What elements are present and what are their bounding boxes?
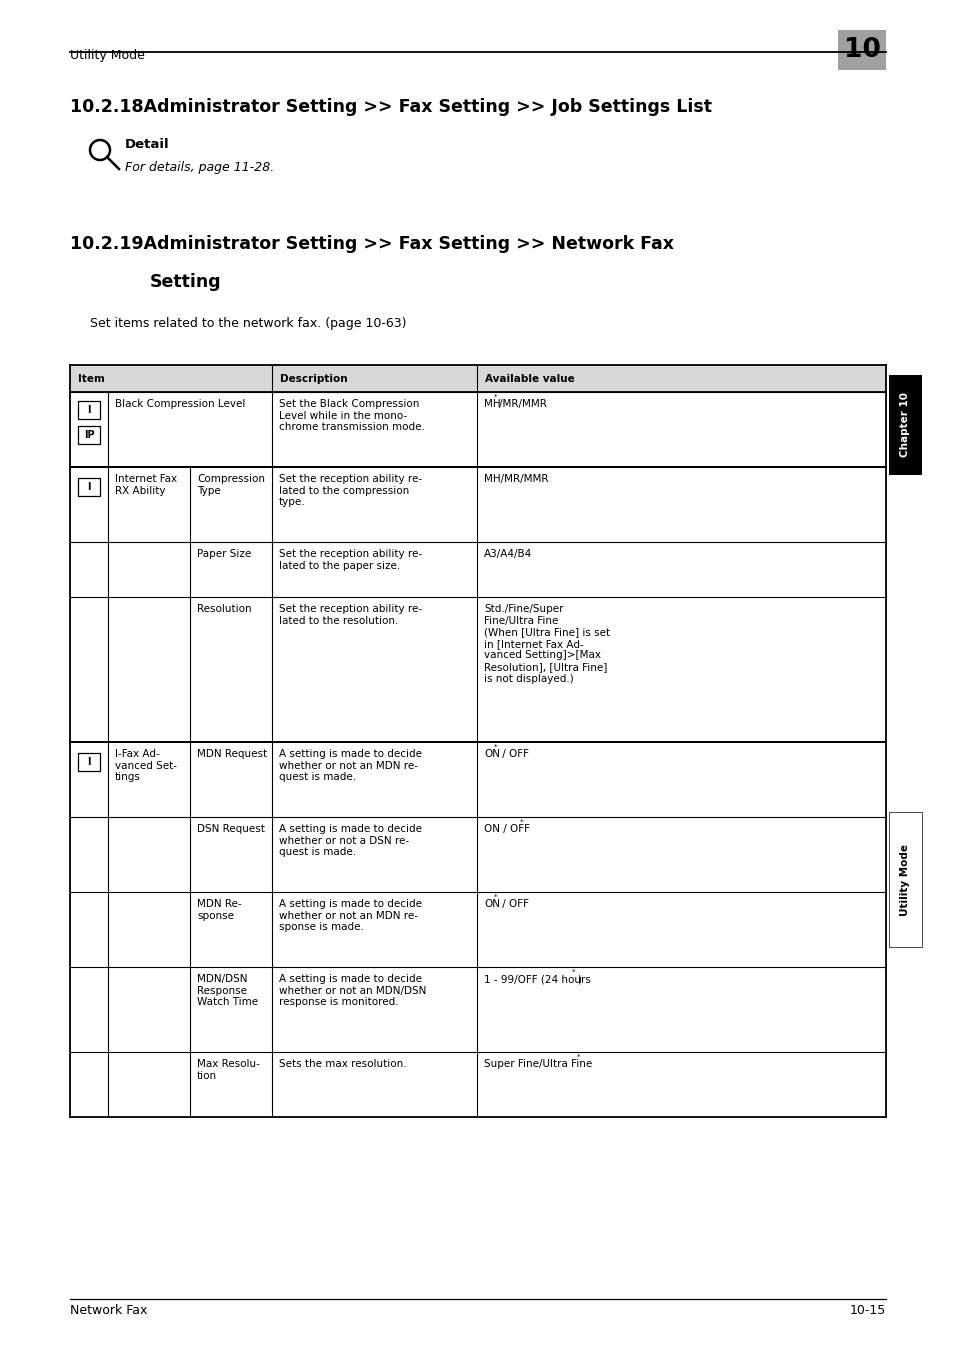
Text: DSN Request: DSN Request: [196, 823, 265, 834]
Text: *: *: [576, 1055, 579, 1060]
Text: *: *: [494, 393, 497, 400]
Text: Std./Fine/Super
Fine/Ultra Fine
(When [Ultra Fine] is set
in [Internet Fax Ad-
v: Std./Fine/Super Fine/Ultra Fine (When [U…: [483, 604, 610, 684]
Text: / OFF: / OFF: [498, 749, 529, 758]
Text: *: *: [572, 969, 575, 975]
Bar: [78, 753, 100, 771]
Text: Item: Item: [78, 373, 105, 384]
Text: Paper Size: Paper Size: [196, 549, 251, 558]
Text: I: I: [87, 406, 91, 415]
Text: I: I: [87, 483, 91, 492]
Text: Black Compression Level: Black Compression Level: [115, 399, 245, 410]
Text: 1 - 99/OFF (24 hours: 1 - 99/OFF (24 hours: [483, 973, 590, 984]
Text: Compression
Type: Compression Type: [196, 475, 265, 496]
Text: Max Resolu-
tion: Max Resolu- tion: [196, 1059, 259, 1080]
Text: A setting is made to decide
whether or not an MDN/DSN
response is monitored.: A setting is made to decide whether or n…: [278, 973, 426, 1007]
Text: Super Fine/Ultra Fine: Super Fine/Ultra Fine: [483, 1059, 592, 1069]
Text: 10-15: 10-15: [849, 1303, 885, 1317]
Text: Set the Black Compression
Level while in the mono-
chrome transmission mode.: Set the Black Compression Level while in…: [278, 399, 424, 433]
Text: I: I: [87, 757, 91, 767]
Text: Setting: Setting: [150, 273, 221, 291]
Text: Description: Description: [280, 373, 347, 384]
Text: ): ): [577, 973, 581, 984]
Bar: [888, 375, 921, 475]
Text: MDN Request: MDN Request: [196, 749, 267, 758]
Text: Resolution: Resolution: [196, 604, 252, 614]
Bar: [70, 365, 885, 392]
Text: MDN Re-
sponse: MDN Re- sponse: [196, 899, 241, 921]
Text: For details, page 11-28.: For details, page 11-28.: [125, 161, 274, 174]
Bar: [888, 813, 921, 946]
Text: A3/A4/B4: A3/A4/B4: [483, 549, 532, 558]
Text: 10.2.19Administrator Setting >> Fax Setting >> Network Fax: 10.2.19Administrator Setting >> Fax Sett…: [70, 235, 673, 253]
Text: Internet Fax
RX Ability: Internet Fax RX Ability: [115, 475, 177, 496]
Text: MH/MR/MMR: MH/MR/MMR: [483, 475, 548, 484]
Text: /MR/MMR: /MR/MMR: [498, 399, 546, 410]
Text: Chapter 10: Chapter 10: [900, 392, 909, 457]
Bar: [837, 30, 885, 70]
Text: Utility Mode: Utility Mode: [70, 49, 145, 61]
Text: MDN/DSN
Response
Watch Time: MDN/DSN Response Watch Time: [196, 973, 258, 1007]
Text: Set the reception ability re-
lated to the paper size.: Set the reception ability re- lated to t…: [278, 549, 421, 571]
Text: A setting is made to decide
whether or not a DSN re-
quest is made.: A setting is made to decide whether or n…: [278, 823, 421, 857]
Text: Sets the max resolution.: Sets the max resolution.: [278, 1059, 406, 1069]
Text: Detail: Detail: [125, 138, 170, 150]
Text: A setting is made to decide
whether or not an MDN re-
quest is made.: A setting is made to decide whether or n…: [278, 749, 421, 783]
Bar: [78, 402, 100, 419]
Text: ON / OFF: ON / OFF: [483, 823, 530, 834]
Text: *: *: [494, 744, 497, 750]
Bar: [78, 426, 100, 443]
Text: Utility Mode: Utility Mode: [900, 844, 909, 915]
Text: 10: 10: [842, 37, 880, 64]
Text: I-Fax Ad-
vanced Set-
tings: I-Fax Ad- vanced Set- tings: [115, 749, 177, 783]
Text: / OFF: / OFF: [498, 899, 529, 909]
Text: Available value: Available value: [484, 373, 574, 384]
Text: 10.2.18Administrator Setting >> Fax Setting >> Job Settings List: 10.2.18Administrator Setting >> Fax Sett…: [70, 97, 711, 116]
Text: Set the reception ability re-
lated to the compression
type.: Set the reception ability re- lated to t…: [278, 475, 421, 507]
Text: Network Fax: Network Fax: [70, 1303, 147, 1317]
Text: MH: MH: [483, 399, 500, 410]
Bar: [78, 479, 100, 496]
Text: Set items related to the network fax. (page 10-63): Set items related to the network fax. (p…: [90, 316, 406, 330]
Text: *: *: [519, 819, 523, 825]
Text: IP: IP: [84, 430, 94, 439]
Text: ON: ON: [483, 749, 499, 758]
Text: Set the reception ability re-
lated to the resolution.: Set the reception ability re- lated to t…: [278, 604, 421, 626]
Text: ON: ON: [483, 899, 499, 909]
Text: *: *: [494, 894, 497, 900]
Text: A setting is made to decide
whether or not an MDN re-
sponse is made.: A setting is made to decide whether or n…: [278, 899, 421, 932]
